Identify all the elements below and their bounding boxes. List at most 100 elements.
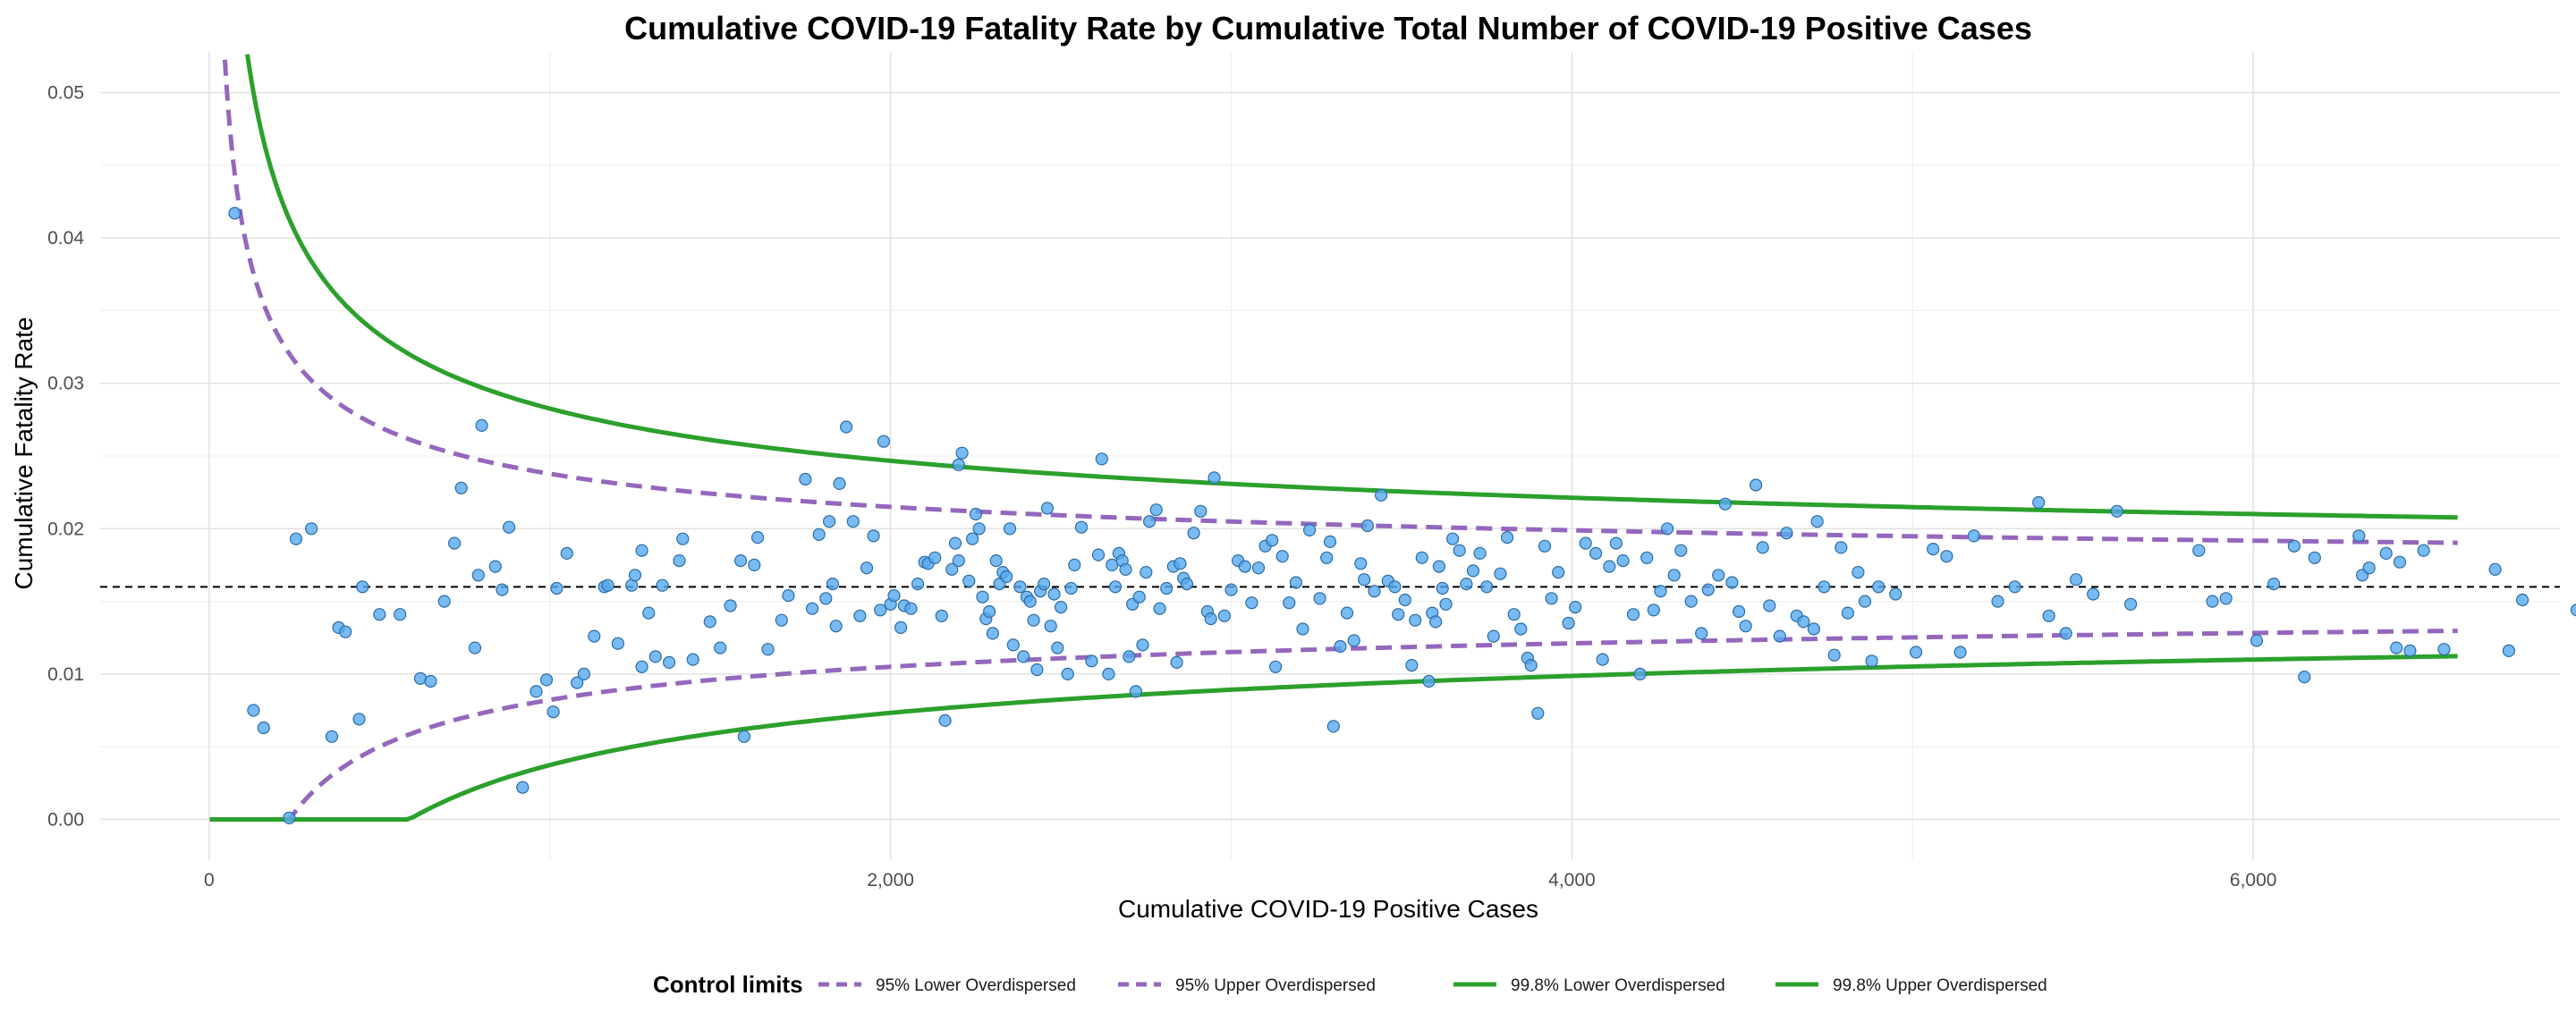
data-point <box>2570 604 2576 617</box>
data-point <box>1858 595 1872 608</box>
data-point <box>1872 580 1885 594</box>
data-point <box>1695 627 1708 640</box>
data-point <box>1037 577 1051 591</box>
data-point <box>1360 519 1375 533</box>
data-point <box>1142 515 1157 528</box>
data-point <box>737 730 751 743</box>
data-point <box>1074 520 1089 534</box>
data-point <box>2417 544 2430 557</box>
data-point <box>339 625 352 638</box>
data-point <box>1208 471 1221 485</box>
data-point <box>1927 542 1940 556</box>
data-point <box>1633 667 1647 681</box>
data-point <box>1085 654 1098 668</box>
data-point <box>1967 529 1980 543</box>
data-point <box>1388 580 1402 594</box>
data-point <box>703 615 716 629</box>
data-point <box>1616 553 1630 568</box>
data-point <box>1013 580 1027 594</box>
legend-label-limit-998-lower: 99.8% Lower Overdispersed <box>1511 976 1725 995</box>
x-tick-label: 4,000 <box>1548 870 1596 891</box>
data-point <box>1040 502 1055 515</box>
data-point <box>955 446 969 460</box>
data-point <box>502 520 516 534</box>
data-point <box>833 477 846 491</box>
data-point <box>1865 654 1878 668</box>
data-point <box>1398 593 1411 607</box>
data-point <box>1119 562 1132 576</box>
data-point <box>2390 641 2403 654</box>
data-point <box>1524 658 1538 672</box>
data-point <box>437 595 451 608</box>
data-point <box>1660 522 1674 536</box>
data-point <box>1473 546 1487 561</box>
control-limit-lines <box>208 54 2458 822</box>
data-point <box>819 592 833 605</box>
data-point <box>1187 527 1200 540</box>
data-point <box>1780 527 1793 540</box>
data-point <box>1027 613 1040 627</box>
data-point <box>496 583 509 596</box>
data-point <box>325 730 339 743</box>
data-point <box>1068 558 1081 572</box>
data-point <box>1579 536 1592 550</box>
data-point <box>1953 646 1967 659</box>
data-point <box>1538 539 1552 553</box>
data-point <box>1174 557 1187 570</box>
data-point <box>1149 503 1163 517</box>
data-point <box>1756 541 1769 554</box>
data-point <box>373 608 386 621</box>
data-point <box>1500 530 1514 545</box>
data-point <box>530 685 543 698</box>
data-point <box>952 553 965 568</box>
data-point <box>986 627 1000 640</box>
data-point <box>635 544 648 557</box>
data-point <box>874 604 887 617</box>
data-point <box>1409 613 1422 627</box>
data-point <box>748 558 761 572</box>
data-point <box>611 637 625 650</box>
data-point <box>938 713 952 728</box>
data-point <box>887 588 901 603</box>
data-point <box>1609 536 1623 550</box>
data-point <box>1701 583 1715 596</box>
data-point <box>1589 546 1603 561</box>
data-point <box>750 530 765 545</box>
y-tick-label: 0.04 <box>47 228 84 249</box>
data-point <box>1095 452 1108 466</box>
data-point <box>2008 580 2021 594</box>
data-point <box>761 643 775 656</box>
data-point <box>733 553 748 568</box>
data-point <box>846 515 860 528</box>
legend-label-limit-998-upper: 99.8% Upper Overdispersed <box>1833 976 2047 995</box>
limit-998-lower <box>208 654 2458 822</box>
limit-998-upper <box>245 54 2458 520</box>
data-point <box>1313 592 1326 605</box>
data-point <box>965 532 979 545</box>
data-point <box>1302 523 1317 537</box>
data-point <box>2087 587 2100 601</box>
data-point <box>1910 646 1923 659</box>
data-point <box>1852 565 1865 579</box>
y-tick-label: 0.05 <box>47 83 84 104</box>
data-point <box>1140 565 1153 579</box>
data-point <box>588 629 601 643</box>
x-tick-label: 0 <box>204 870 215 891</box>
data-point <box>2110 504 2123 518</box>
data-point <box>1132 590 1146 604</box>
data-point <box>2032 495 2046 510</box>
data-point <box>2362 561 2376 575</box>
data-point <box>1453 544 1466 557</box>
data-point <box>2437 643 2451 656</box>
data-point <box>642 606 656 620</box>
data-point <box>1810 515 1824 528</box>
data-point <box>1275 550 1289 563</box>
data-point <box>1245 596 1258 610</box>
data-point <box>1180 577 1194 591</box>
data-point <box>2250 634 2264 647</box>
data-point <box>989 553 1003 568</box>
data-point <box>1160 581 1174 595</box>
data-point <box>289 532 303 545</box>
data-point <box>1268 660 1283 673</box>
